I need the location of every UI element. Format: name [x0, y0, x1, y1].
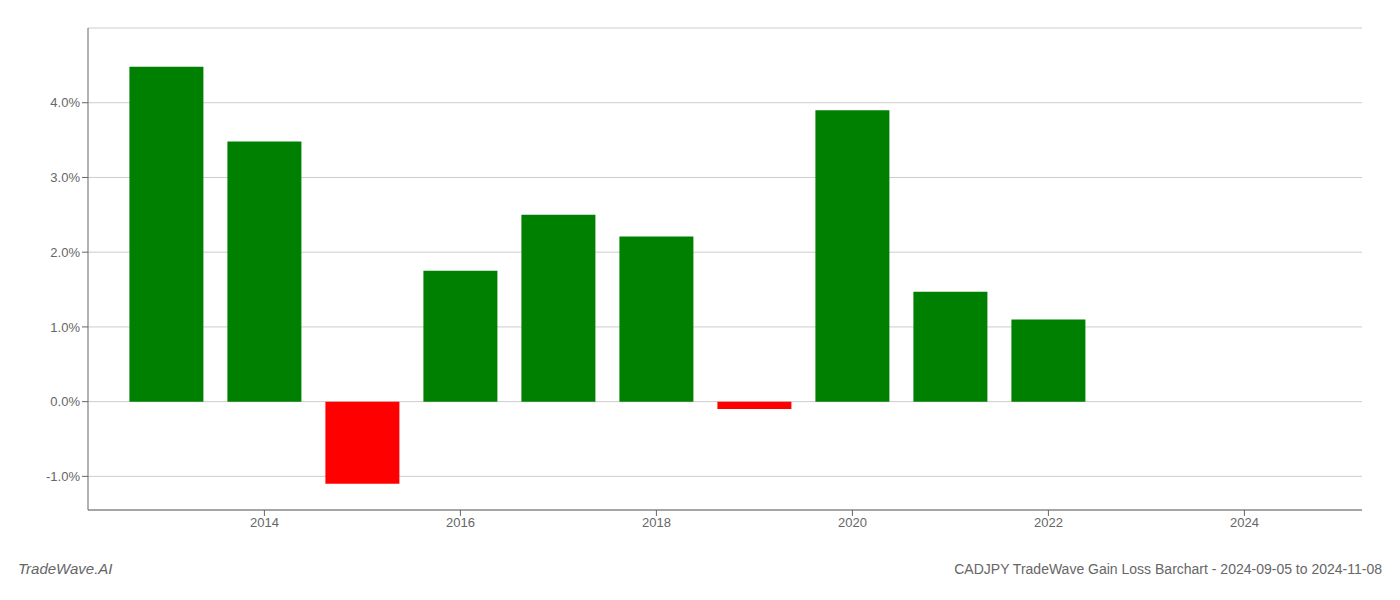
svg-text:2016: 2016: [446, 515, 475, 530]
svg-text:2018: 2018: [642, 515, 671, 530]
svg-text:2020: 2020: [838, 515, 867, 530]
svg-text:0.0%: 0.0%: [50, 394, 80, 409]
svg-text:3.0%: 3.0%: [50, 170, 80, 185]
svg-text:-1.0%: -1.0%: [46, 469, 80, 484]
svg-text:2.0%: 2.0%: [50, 245, 80, 260]
svg-text:4.0%: 4.0%: [50, 95, 80, 110]
svg-text:2022: 2022: [1034, 515, 1063, 530]
html-text:TradeWave.AI: TradeWave.AI: [18, 560, 113, 577]
svg-text:2014: 2014: [250, 515, 279, 530]
svg-text:2024: 2024: [1230, 515, 1259, 530]
svg-text:1.0%: 1.0%: [50, 320, 80, 335]
html-text:CADJPY TradeWave Gain Loss Bar: CADJPY TradeWave Gain Loss Barchart - 20…: [954, 561, 1382, 577]
